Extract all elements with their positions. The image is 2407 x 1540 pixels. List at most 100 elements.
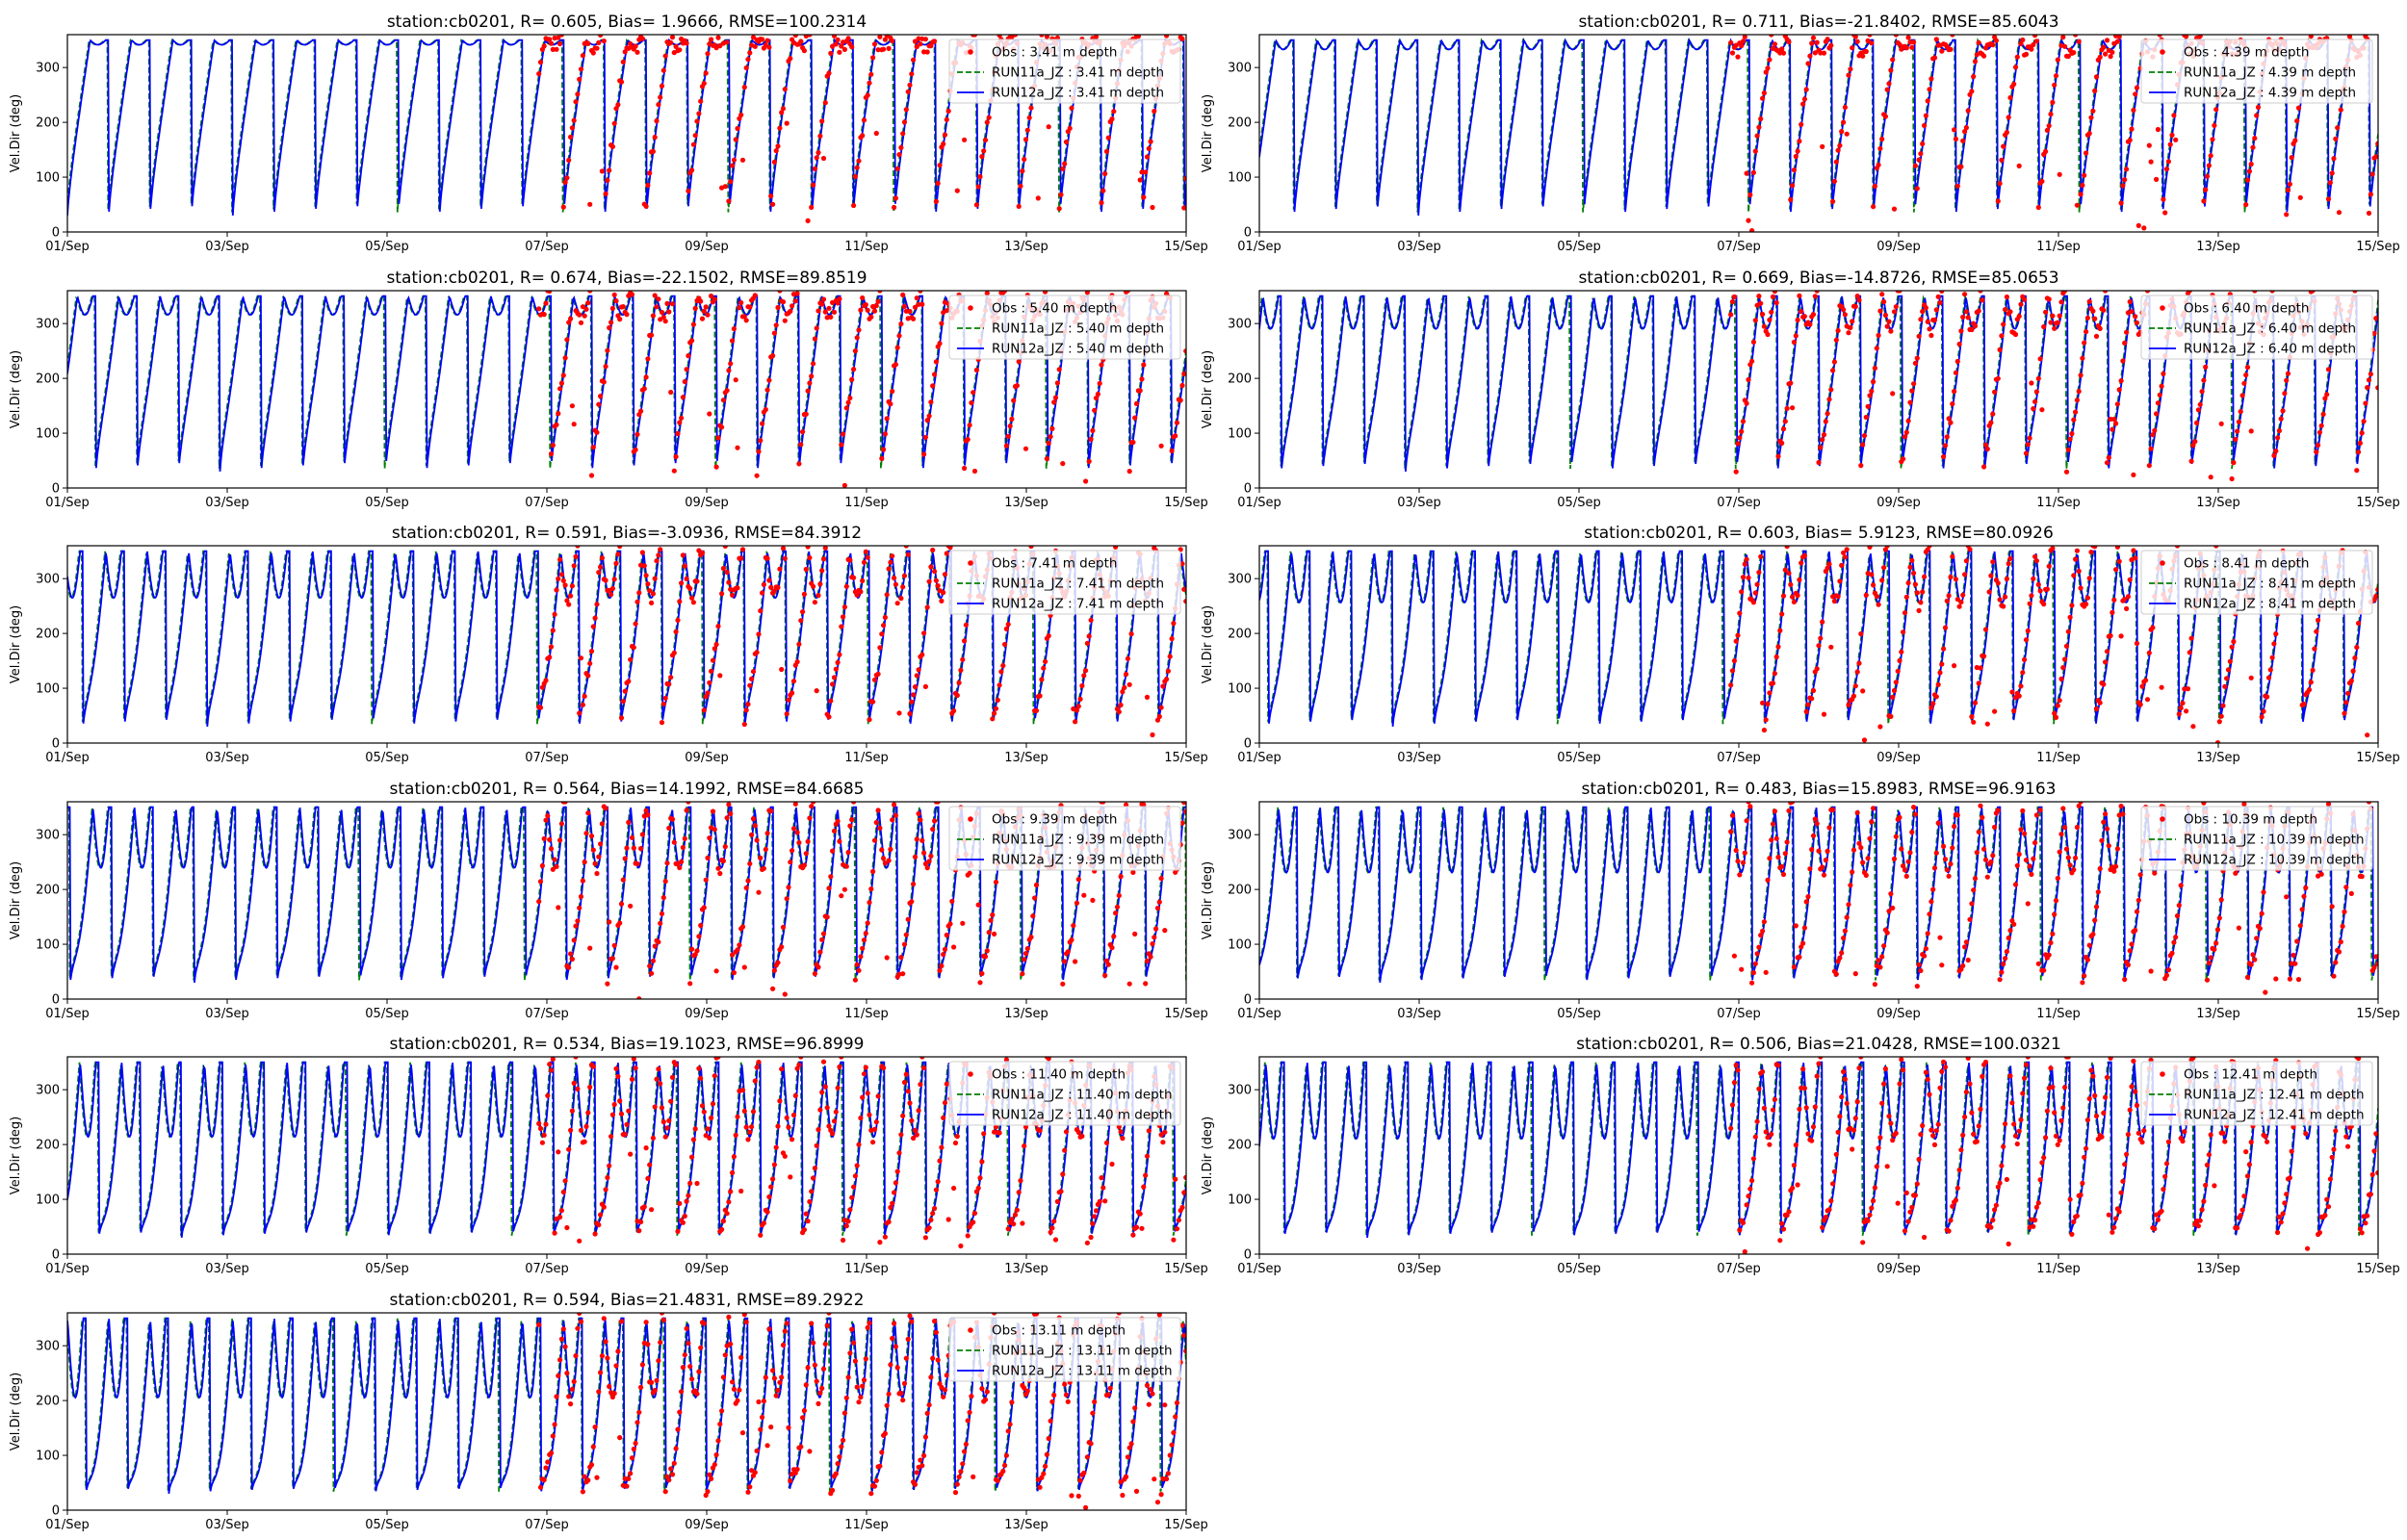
obs-point	[2016, 1128, 2022, 1134]
obs-point	[666, 681, 672, 687]
obs-point	[1909, 830, 1915, 835]
x-tick-label: 09/Sep	[1876, 240, 1920, 254]
obs-point	[882, 37, 889, 42]
obs-point	[900, 131, 906, 137]
obs-point	[1103, 1140, 1110, 1145]
obs-point	[2143, 678, 2149, 683]
obs-point	[689, 338, 695, 344]
obs-point	[1967, 547, 1973, 552]
obs-point	[2169, 132, 2175, 138]
x-tick-label: 15/Sep	[2356, 240, 2399, 254]
obs-point	[2032, 35, 2038, 38]
obs-point	[905, 916, 911, 922]
obs-point	[1037, 1484, 1043, 1490]
obs-point	[2314, 449, 2319, 455]
obs-point	[2246, 1162, 2252, 1168]
obs-point	[629, 292, 635, 297]
obs-point	[2006, 1241, 2011, 1246]
obs-point	[720, 398, 727, 403]
obs-point	[536, 306, 542, 312]
obs-point	[918, 1082, 923, 1088]
obs-point	[2357, 1226, 2363, 1232]
obs-point	[1765, 877, 1771, 884]
obs-point	[1842, 928, 1848, 934]
obs-point	[609, 956, 616, 962]
obs-point	[626, 679, 632, 684]
obs-point	[789, 848, 795, 854]
obs-point	[582, 693, 587, 699]
obs-point	[1084, 1240, 1090, 1245]
obs-point	[2227, 658, 2233, 664]
obs-point	[1150, 1391, 1155, 1397]
obs-point	[659, 1105, 665, 1111]
obs-point	[2018, 827, 2024, 833]
obs-point	[557, 1357, 563, 1363]
x-tick-label: 01/Sep	[1237, 1262, 1281, 1276]
y-tick-label: 100	[36, 427, 60, 442]
obs-point	[2322, 1213, 2328, 1219]
obs-point	[594, 602, 600, 607]
obs-point	[2278, 1219, 2284, 1225]
obs-point	[995, 1477, 1000, 1483]
obs-point	[557, 556, 563, 562]
obs-point	[1954, 183, 1960, 189]
x-tick-label: 07/Sep	[525, 1518, 568, 1532]
obs-point	[841, 482, 848, 488]
obs-point	[669, 1472, 676, 1477]
obs-point	[1865, 403, 1871, 409]
obs-point	[2329, 170, 2335, 176]
obs-point	[1841, 936, 1847, 941]
obs-point	[886, 566, 892, 572]
obs-point	[1141, 362, 1147, 368]
obs-point	[629, 834, 635, 840]
obs-point	[1992, 824, 1998, 831]
obs-point	[2022, 1075, 2028, 1081]
obs-point	[1039, 677, 1045, 682]
obs-point	[1769, 1131, 1774, 1138]
obs-point	[2116, 558, 2122, 564]
obs-point	[1100, 1185, 1106, 1191]
obs-point	[918, 41, 923, 47]
obs-point	[900, 1113, 906, 1118]
obs-point	[2044, 586, 2050, 592]
obs-point	[984, 119, 990, 125]
obs-point	[1884, 930, 1890, 936]
obs-point	[1744, 818, 1749, 824]
obs-point	[867, 1321, 872, 1326]
obs-point	[1105, 1392, 1111, 1398]
obs-point	[1048, 1418, 1053, 1424]
obs-point	[2182, 686, 2187, 692]
obs-point	[592, 860, 598, 866]
obs-point	[2063, 469, 2070, 475]
obs-point	[851, 1184, 857, 1190]
obs-point	[1767, 57, 1773, 63]
obs-point	[1981, 654, 1987, 659]
obs-point	[896, 333, 902, 339]
obs-point	[867, 1112, 872, 1117]
obs-point	[2023, 450, 2030, 456]
obs-point	[892, 1190, 897, 1195]
obs-point	[822, 309, 828, 315]
obs-point	[2368, 192, 2373, 197]
x-tick-label: 11/Sep	[844, 1262, 888, 1276]
obs-point	[939, 1384, 945, 1390]
y-axis-label: Vel.Dir (deg)	[9, 94, 23, 172]
obs-point	[571, 117, 577, 123]
obs-point	[679, 580, 685, 586]
obs-point	[662, 695, 668, 701]
legend-label: RUN11a_JZ : 8.41 m depth	[2184, 577, 2356, 592]
y-tick-label: 200	[36, 116, 60, 131]
obs-point	[722, 184, 728, 190]
obs-point	[993, 706, 999, 711]
obs-point	[2025, 442, 2031, 448]
y-tick-label: 100	[1228, 682, 1252, 697]
obs-point	[939, 598, 945, 604]
obs-point	[901, 119, 908, 125]
obs-point	[2208, 153, 2213, 159]
obs-point	[587, 291, 593, 294]
obs-point	[701, 81, 707, 87]
obs-point	[820, 556, 827, 562]
obs-point	[1773, 654, 1779, 660]
obs-point	[766, 377, 772, 383]
obs-point	[882, 1234, 889, 1240]
